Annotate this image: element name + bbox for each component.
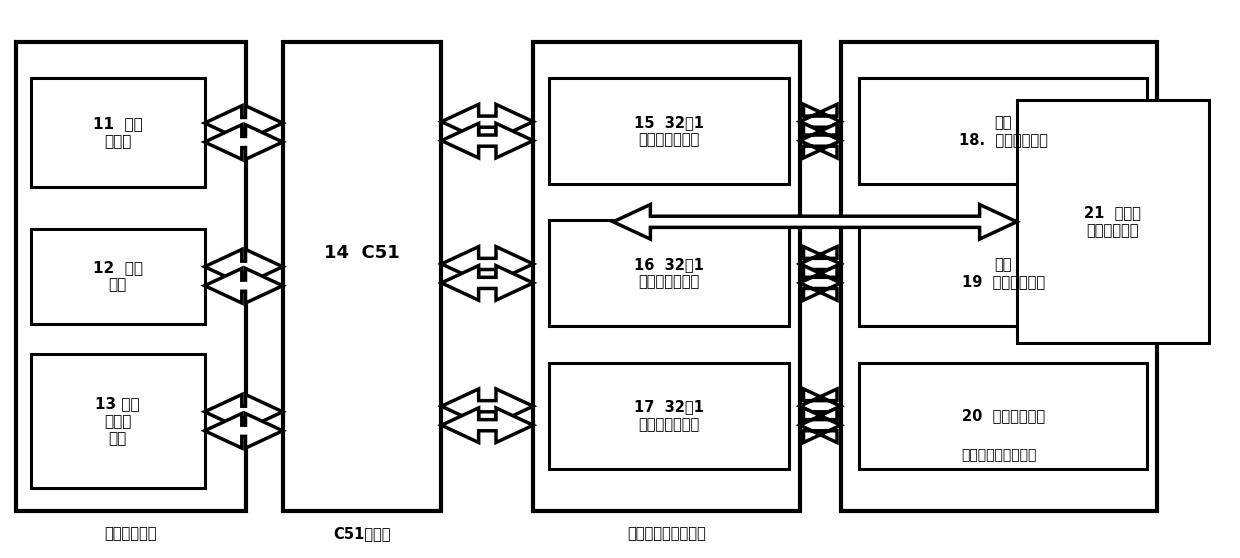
Polygon shape xyxy=(205,395,283,429)
Bar xyxy=(283,42,441,511)
Polygon shape xyxy=(800,104,841,139)
Polygon shape xyxy=(441,266,533,300)
Bar xyxy=(549,78,789,184)
Bar xyxy=(859,363,1147,469)
Polygon shape xyxy=(441,104,533,139)
Polygon shape xyxy=(205,249,283,284)
Text: 16  32选1
多路复用器芯片: 16 32选1 多路复用器芯片 xyxy=(634,257,704,290)
Polygon shape xyxy=(205,268,283,303)
Polygon shape xyxy=(441,408,533,442)
Polygon shape xyxy=(441,389,533,424)
Polygon shape xyxy=(613,204,1017,239)
Text: 控制信号接口: 控制信号接口 xyxy=(104,527,157,541)
Bar xyxy=(1017,100,1209,343)
Text: 11  地址
输入口: 11 地址 输入口 xyxy=(93,116,143,149)
Bar xyxy=(31,229,205,324)
Text: 第一
19  电流输出接口: 第一 19 电流输出接口 xyxy=(961,257,1045,290)
Polygon shape xyxy=(800,123,841,158)
Text: 21  传感器
电极阵列接口: 21 传感器 电极阵列接口 xyxy=(1085,205,1141,238)
Bar xyxy=(859,78,1147,184)
Polygon shape xyxy=(441,247,533,281)
Bar xyxy=(31,354,205,488)
Polygon shape xyxy=(205,124,283,160)
Polygon shape xyxy=(800,389,841,424)
Text: 13 时钟
及应答
接口: 13 时钟 及应答 接口 xyxy=(95,396,140,446)
Text: 20  电压测量接口: 20 电压测量接口 xyxy=(961,408,1045,423)
Polygon shape xyxy=(205,105,283,140)
Text: 第一
18.  电流输入接口: 第一 18. 电流输入接口 xyxy=(959,115,1048,147)
Bar xyxy=(841,42,1157,511)
Bar xyxy=(31,78,205,187)
Polygon shape xyxy=(205,413,283,448)
Text: 激励、测量信号接口: 激励、测量信号接口 xyxy=(961,448,1037,462)
Text: C51核心板: C51核心板 xyxy=(334,527,391,541)
Text: 多路复用器芯片阵列: 多路复用器芯片阵列 xyxy=(627,527,706,541)
Text: 12  片选
接口: 12 片选 接口 xyxy=(93,260,143,292)
Bar xyxy=(549,363,789,469)
Polygon shape xyxy=(441,123,533,158)
Text: 14  C51: 14 C51 xyxy=(324,244,401,262)
Polygon shape xyxy=(800,266,841,300)
Bar xyxy=(859,220,1147,326)
Polygon shape xyxy=(800,247,841,281)
Bar xyxy=(16,42,246,511)
Bar xyxy=(549,220,789,326)
Bar xyxy=(533,42,800,511)
Polygon shape xyxy=(800,408,841,442)
Text: 17  32选1
多路复用器芯片: 17 32选1 多路复用器芯片 xyxy=(634,400,704,432)
Text: 15  32选1
多路复用器芯片: 15 32选1 多路复用器芯片 xyxy=(634,115,704,147)
